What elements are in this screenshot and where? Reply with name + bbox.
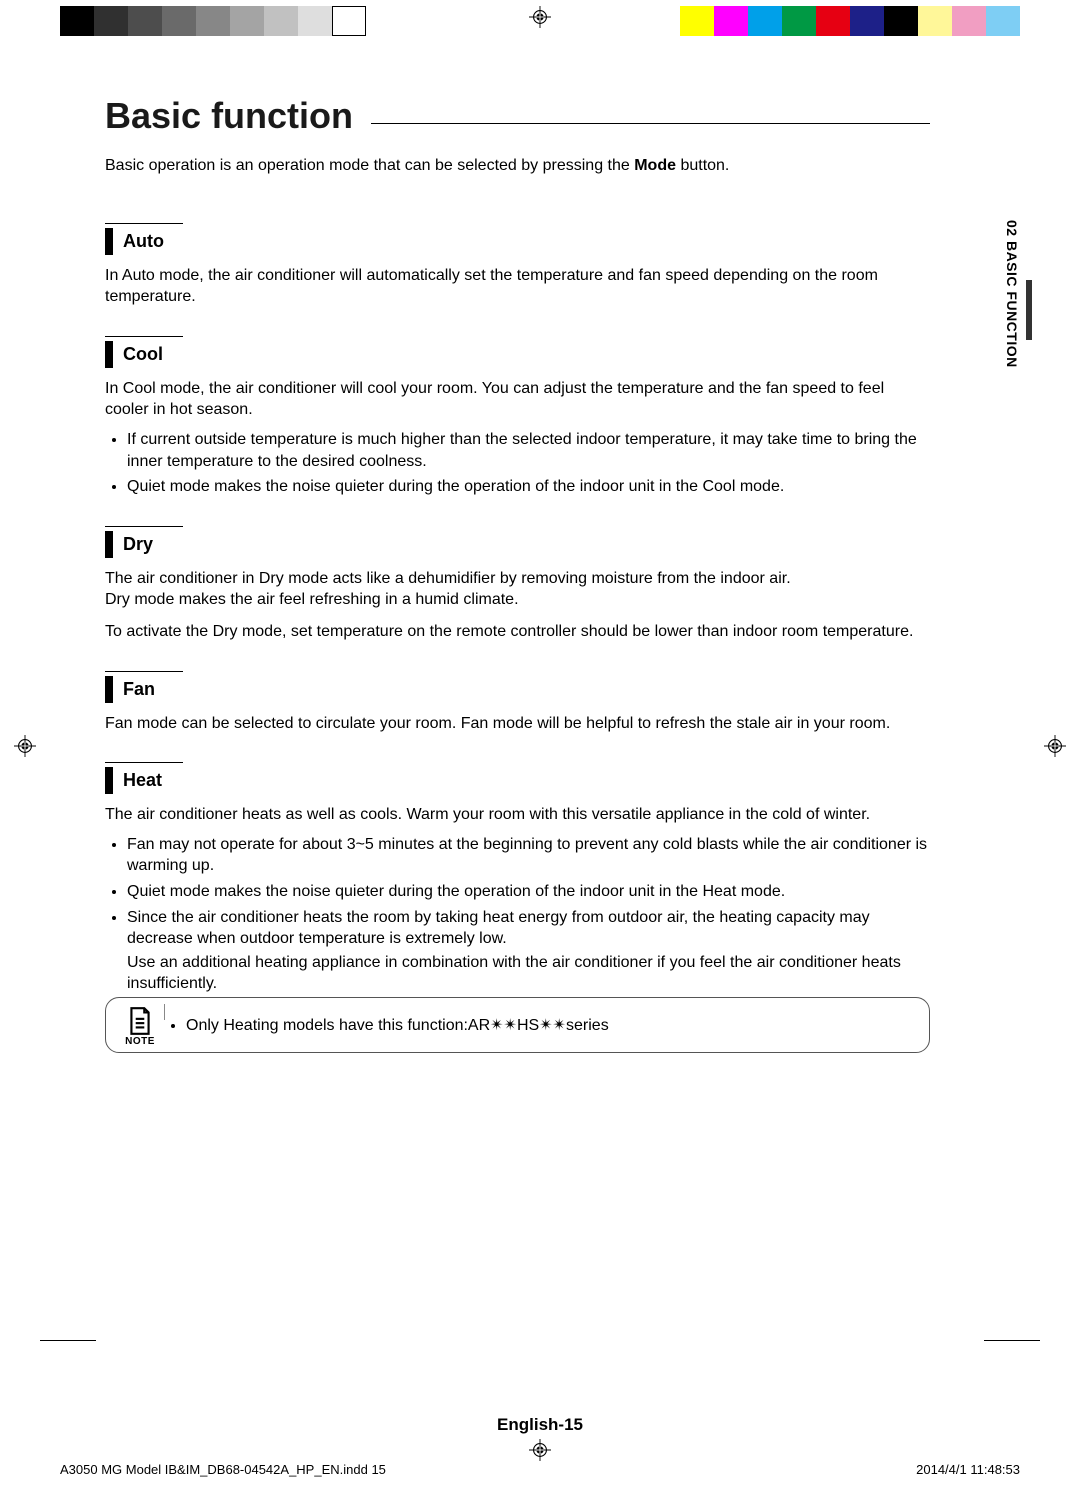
color-swatch xyxy=(94,6,128,36)
registration-mark-right xyxy=(1044,735,1066,757)
section-auto: Auto In Auto mode, the air conditioner w… xyxy=(105,223,930,308)
text-auto: In Auto mode, the air conditioner will a… xyxy=(105,265,930,308)
registration-mark-left xyxy=(14,735,36,757)
intro-post: button. xyxy=(676,157,729,174)
heading-cool: Cool xyxy=(105,341,183,368)
text-dry-1: The air conditioner in Dry mode acts lik… xyxy=(105,568,930,590)
heading-auto: Auto xyxy=(105,228,183,255)
color-swatch xyxy=(264,6,298,36)
registration-mark-top xyxy=(529,6,551,28)
registration-mark-bottom xyxy=(529,1439,551,1461)
color-swatch xyxy=(850,6,884,36)
color-swatch xyxy=(128,6,162,36)
section-dry: Dry The air conditioner in Dry mode acts… xyxy=(105,526,930,643)
color-swatch xyxy=(748,6,782,36)
crop-line-right xyxy=(984,1340,1040,1341)
section-heat: Heat The air conditioner heats as well a… xyxy=(105,762,930,995)
print-info-right: 2014/4/1 11:48:53 xyxy=(916,1462,1020,1477)
color-swatch xyxy=(884,6,918,36)
color-swatch xyxy=(816,6,850,36)
color-swatch xyxy=(298,6,332,36)
intro-pre: Basic operation is an operation mode tha… xyxy=(105,157,634,174)
color-swatch xyxy=(60,6,94,36)
page-number: English-15 xyxy=(0,1415,1080,1435)
list-item-main: Since the air conditioner heats the room… xyxy=(127,909,870,948)
page-title: Basic function xyxy=(105,95,371,137)
color-swatch xyxy=(714,6,748,36)
color-swatch xyxy=(230,6,264,36)
print-info-left: A3050 MG Model IB&IM_DB68-04542A_HP_EN.i… xyxy=(60,1462,386,1477)
list-cool: If current outside temperature is much h… xyxy=(105,429,930,498)
note-label: NOTE xyxy=(120,1036,160,1047)
section-side-tab: 02 BASIC FUNCTION xyxy=(1002,220,1032,620)
intro-bold: Mode xyxy=(634,157,676,174)
color-swatch xyxy=(782,6,816,36)
text-heat: The air conditioner heats as well as coo… xyxy=(105,804,930,826)
list-item: Quiet mode makes the noise quieter durin… xyxy=(127,881,930,903)
color-swatch xyxy=(332,6,366,36)
list-item-extra: Use an additional heating appliance in c… xyxy=(127,952,930,995)
color-swatch xyxy=(918,6,952,36)
heading-fan: Fan xyxy=(105,676,183,703)
note-icon: NOTE xyxy=(120,1006,160,1047)
heading-heat: Heat xyxy=(105,767,183,794)
list-item: Quiet mode makes the noise quieter durin… xyxy=(127,476,930,498)
side-tab-marker xyxy=(1026,280,1032,340)
crop-line-left xyxy=(40,1340,96,1341)
title-rule xyxy=(371,123,930,124)
color-swatch xyxy=(162,6,196,36)
page-content: Basic function Basic operation is an ope… xyxy=(105,95,930,995)
list-heat: Fan may not operate for about 3~5 minute… xyxy=(105,834,930,995)
text-fan: Fan mode can be selected to circulate yo… xyxy=(105,713,930,735)
color-swatch xyxy=(952,6,986,36)
color-swatch xyxy=(986,6,1020,36)
note-box: NOTE Only Heating models have this funct… xyxy=(105,997,930,1053)
list-item: If current outside temperature is much h… xyxy=(127,429,930,472)
note-separator xyxy=(164,1004,165,1020)
note-text: Only Heating models have this function:A… xyxy=(186,1015,609,1035)
section-fan: Fan Fan mode can be selected to circulat… xyxy=(105,671,930,735)
list-item: Fan may not operate for about 3~5 minute… xyxy=(127,834,930,877)
intro-text: Basic operation is an operation mode tha… xyxy=(105,155,930,177)
heading-dry: Dry xyxy=(105,531,183,558)
list-item: Since the air conditioner heats the room… xyxy=(127,907,930,995)
color-swatch xyxy=(680,6,714,36)
color-swatch xyxy=(196,6,230,36)
text-cool: In Cool mode, the air conditioner will c… xyxy=(105,378,930,421)
side-tab-label: 02 BASIC FUNCTION xyxy=(1002,220,1020,368)
section-cool: Cool In Cool mode, the air conditioner w… xyxy=(105,336,930,498)
text-dry-3: To activate the Dry mode, set temperatur… xyxy=(105,621,930,643)
text-dry-2: Dry mode makes the air feel refreshing i… xyxy=(105,589,930,611)
